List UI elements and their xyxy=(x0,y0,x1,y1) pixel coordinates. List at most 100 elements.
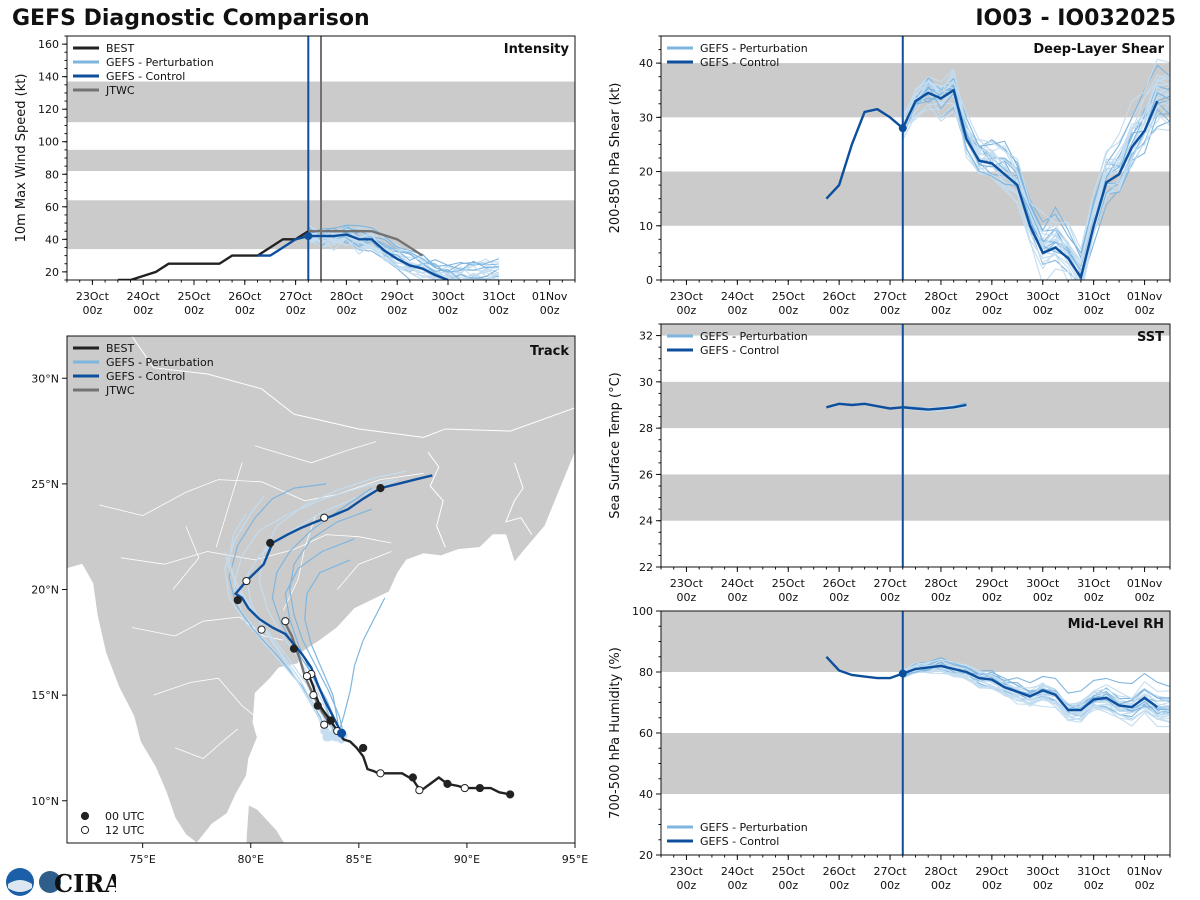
jtwc-line xyxy=(308,229,424,257)
latitude-label: 20°N xyxy=(31,584,59,597)
x-tick-hour-label: 00z xyxy=(829,304,849,317)
best-position-marker xyxy=(475,783,484,793)
x-tick-day-label: 24Oct xyxy=(721,865,755,878)
x-tick-day-label: 23Oct xyxy=(670,865,704,878)
x-tick-hour-label: 00z xyxy=(540,304,560,317)
y-axis-label: 10m Max Wind Speed (kt) xyxy=(14,74,29,243)
x-tick-day-label: 29Oct xyxy=(975,290,1009,303)
y-tick-label: 10 xyxy=(639,220,653,233)
y-tick-label: 40 xyxy=(45,233,59,246)
best-position-marker xyxy=(408,773,417,782)
longitude-label: 90°E xyxy=(454,853,480,866)
marker-legend-label: 00 UTC xyxy=(105,810,145,823)
control-position-marker xyxy=(242,576,251,586)
sri-lanka xyxy=(246,804,285,843)
x-tick-hour-label: 00z xyxy=(1135,879,1155,892)
jtwc-track xyxy=(284,622,332,726)
cira-logo: CIRA xyxy=(6,868,116,898)
panel-title: SST xyxy=(1137,330,1164,345)
panel-title: Intensity xyxy=(504,42,570,57)
latitude-label: 15°N xyxy=(31,689,59,702)
jtwc-position-marker xyxy=(320,720,329,729)
best-position-marker xyxy=(326,716,335,725)
x-tick-hour-label: 00z xyxy=(184,304,204,317)
best-track-line xyxy=(117,230,309,280)
x-tick-day-label: 31Oct xyxy=(1077,290,1111,303)
x-tick-hour-label: 00z xyxy=(337,304,357,317)
x-tick-day-label: 30Oct xyxy=(1026,577,1060,590)
perturbation-line xyxy=(308,224,499,267)
x-tick-hour-label: 00z xyxy=(778,304,798,317)
control-position-marker xyxy=(289,644,299,653)
shaded-band xyxy=(661,171,1170,226)
land-mass xyxy=(67,336,575,843)
x-tick-day-label: 26Oct xyxy=(823,865,857,878)
initial-point-marker xyxy=(898,124,907,133)
shaded-band xyxy=(661,324,1170,336)
perturbation-track xyxy=(224,551,327,738)
x-tick-day-label: 29Oct xyxy=(381,290,415,303)
best-position-marker xyxy=(415,786,424,795)
x-tick-day-label: 31Oct xyxy=(482,290,516,303)
y-axis-label: 200-850 hPa Shear (kt) xyxy=(608,83,623,234)
x-tick-hour-label: 00z xyxy=(829,879,849,892)
x-tick-day-label: 25Oct xyxy=(772,577,806,590)
state-boundary xyxy=(254,441,377,464)
y-tick-label: 20 xyxy=(45,266,59,279)
shaded-band xyxy=(661,474,1170,521)
x-tick-day-label: 27Oct xyxy=(279,290,313,303)
perturbation-track xyxy=(228,483,330,738)
control-position-marker xyxy=(302,672,312,681)
state-boundary xyxy=(174,728,239,759)
x-tick-day-label: 30Oct xyxy=(1026,290,1060,303)
x-tick-hour-label: 00z xyxy=(1033,879,1053,892)
y-tick-label: 140 xyxy=(38,71,59,84)
y-tick-label: 160 xyxy=(38,38,59,51)
perturbation-line xyxy=(902,670,1170,728)
state-boundary xyxy=(120,534,392,565)
y-tick-label: 80 xyxy=(45,168,59,181)
x-tick-hour-label: 00z xyxy=(931,879,951,892)
y-tick-label: 30 xyxy=(639,111,653,124)
x-tick-hour-label: 00z xyxy=(982,879,1002,892)
x-tick-day-label: 27Oct xyxy=(874,865,908,878)
legend-label: JTWC xyxy=(105,384,135,397)
y-tick-label: 60 xyxy=(639,727,653,740)
perturbation-line xyxy=(902,68,1170,278)
marker-legend-symbol xyxy=(80,825,90,835)
state-boundary xyxy=(99,472,424,517)
x-tick-day-label: 23Oct xyxy=(76,290,110,303)
perturbation-line xyxy=(902,68,1170,272)
longitude-label: 85°E xyxy=(346,853,372,866)
state-boundary xyxy=(215,462,243,548)
x-tick-hour-label: 00z xyxy=(1135,304,1155,317)
x-tick-day-label: 29Oct xyxy=(975,865,1009,878)
legend-label: GEFS - Perturbation xyxy=(700,330,808,343)
x-tick-hour-label: 00z xyxy=(931,591,951,604)
best-position-marker xyxy=(313,701,322,710)
shaded-band xyxy=(661,733,1170,794)
legend-label: GEFS - Perturbation xyxy=(106,56,214,69)
perturbation-track xyxy=(289,508,373,736)
x-tick-hour-label: 00z xyxy=(778,879,798,892)
x-tick-hour-label: 00z xyxy=(982,591,1002,604)
y-tick-label: 60 xyxy=(45,201,59,214)
x-tick-day-label: 28Oct xyxy=(924,290,958,303)
initial-point-marker xyxy=(898,669,907,678)
noaa-wave-icon xyxy=(8,880,32,892)
x-tick-day-label: 27Oct xyxy=(874,290,908,303)
shaded-band xyxy=(661,381,1170,429)
intensity-panel: 2040608010012014016023Oct00z24Oct00z25Oc… xyxy=(14,35,576,317)
panel-title: Track xyxy=(530,344,569,359)
x-tick-hour-label: 00z xyxy=(677,879,697,892)
perturbation-line xyxy=(308,230,499,280)
x-tick-hour-label: 00z xyxy=(727,304,747,317)
best-position-marker xyxy=(443,779,452,788)
legend-label: BEST xyxy=(106,342,134,355)
x-tick-hour-label: 00z xyxy=(778,591,798,604)
y-tick-label: 100 xyxy=(38,136,59,149)
x-tick-hour-label: 00z xyxy=(880,304,900,317)
perturbation-line xyxy=(902,663,1170,708)
legend-label: GEFS - Perturbation xyxy=(700,42,808,55)
